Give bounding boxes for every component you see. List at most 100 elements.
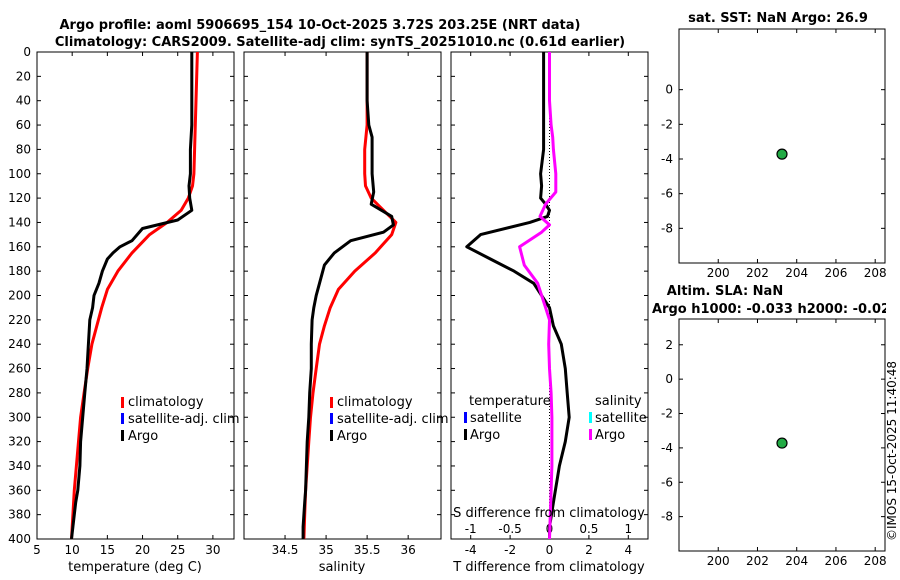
salinity-lines [301, 52, 398, 540]
legend-swatch-argo [330, 430, 333, 441]
figure-title-line2: Climatology: CARS2009. Satellite-adj cli… [55, 35, 625, 50]
x-tick-label: 20 [135, 543, 150, 557]
salinity-axes-box [243, 51, 442, 540]
x-tick-label: 36 [401, 543, 416, 557]
sla-map-axes-box [678, 318, 886, 552]
sst-map-axes: 200 202 204 206 208 0 -2 -4 -6 -8 [661, 29, 887, 280]
depth-tick-label: 60 [16, 118, 31, 132]
x-tick-label: 4 [624, 543, 632, 557]
depth-tick-label: 220 [8, 313, 31, 327]
depth-tick-label: 140 [8, 215, 31, 229]
s-diff-tick-label: -1 [465, 522, 477, 536]
series-line-argo [70, 52, 194, 540]
map-y-tick-label: -2 [661, 117, 673, 131]
legend-argo: Argo [128, 429, 158, 444]
legend-swatch-climatology [330, 397, 333, 408]
x-tick-label: 25 [170, 543, 185, 557]
map-x-tick-label: 202 [746, 554, 769, 568]
x-tick-label: 10 [65, 543, 80, 557]
difference-y-ticks [451, 51, 648, 540]
depth-tick-label: 320 [8, 435, 31, 449]
depth-tick-label: 200 [8, 289, 31, 303]
depth-tick-label: 260 [8, 362, 31, 376]
sla-map-title-line2: Argo h1000: -0.033 h2000: -0.022 [652, 302, 899, 317]
depth-tick-label: 20 [16, 69, 31, 83]
x-tick-label: 34.5 [272, 543, 299, 557]
map-y-tick-label: -2 [661, 407, 673, 421]
s-diff-tick-label: -0.5 [498, 522, 521, 536]
sla-map-axes: 200 202 204 206 208 2 0 -2 -4 -6 -8 [661, 319, 887, 568]
depth-tick-label: 80 [16, 142, 31, 156]
legend-sal-argo: Argo [595, 428, 625, 443]
x-tick-label: 30 [205, 543, 220, 557]
depth-axis: 0 20 40 60 80 100 120 140 160 180 200 220 240 260 280 3… [8, 45, 234, 546]
map-x-tick-label: 208 [864, 554, 887, 568]
figure-title-line1: Argo profile: aoml 5906695_154 10-Oct-20… [60, 18, 581, 33]
temperature-axes-box [36, 51, 235, 540]
temperature-lines [70, 51, 199, 540]
series-line-salinity-argo [518, 52, 558, 540]
sst-map-points [776, 148, 788, 160]
depth-tick-label: 380 [8, 508, 31, 522]
map-x-tick-label: 202 [746, 266, 769, 280]
legend-swatch-climatology [121, 397, 124, 408]
legend-swatch-argo [121, 430, 124, 441]
series-line-climatology [302, 52, 398, 540]
x-tick-label: 5 [33, 543, 41, 557]
map-x-tick-label: 206 [824, 554, 847, 568]
x-tick-label: -2 [504, 543, 516, 557]
map-y-tick-label: -8 [661, 221, 673, 235]
depth-tick-label: 340 [8, 459, 31, 473]
x-tick-label: 0 [546, 543, 554, 557]
depth-tick-label: 180 [8, 264, 31, 278]
legend-climatology: climatology [128, 395, 204, 410]
map-y-tick-label: -4 [661, 441, 673, 455]
sla-map-points [776, 437, 788, 449]
legend-temperature-heading: temperature [469, 394, 551, 409]
map-x-tick-label: 200 [707, 554, 730, 568]
depth-tick-label: 240 [8, 337, 31, 351]
temperature-legend: climatology satellite-adj. clim Argo [121, 395, 240, 444]
depth-tick-label: 0 [23, 45, 31, 59]
x-tick-label: -4 [465, 543, 477, 557]
salinity-xlabel: salinity [319, 560, 366, 575]
legend-swatch-satellite [330, 413, 333, 424]
legend-swatch-sal-satellite [589, 412, 592, 423]
argo-position-marker [776, 437, 788, 449]
salinity-difference-label: S difference from climatology [453, 506, 645, 521]
legend-swatch-temp-satellite [464, 412, 467, 423]
edge-mask [886, 300, 900, 320]
imos-stamp: ©IMOS 15-Oct-2025 11:40:48 [885, 361, 899, 541]
sst-map-panel: sat. SST: NaN Argo: 26.9 200 202 204 206 208… [661, 11, 887, 280]
map-y-tick-label: 0 [665, 83, 673, 97]
sla-map-panel: Altim. SLA: NaN Argo h1000: -0.033 h2000… [652, 284, 899, 568]
salinity-panel: 34.5 35 35.5 36 salinity climatology satell… [243, 51, 449, 575]
temperature-x-axis: 5 10 15 20 25 30 [33, 52, 221, 557]
depth-tick-label: 40 [16, 94, 31, 108]
difference-xlabel: T difference from climatology [452, 560, 645, 575]
series-line-temperature-argo [465, 52, 571, 539]
legend-temp-argo: Argo [470, 428, 500, 443]
map-x-tick-label: 204 [785, 266, 808, 280]
legend-temp-satellite: satellite [470, 411, 522, 426]
legend-argo: Argo [337, 429, 367, 444]
map-y-tick-label: -4 [661, 152, 673, 166]
map-x-tick-label: 208 [864, 266, 887, 280]
depth-tick-label: 360 [8, 483, 31, 497]
legend-climatology: climatology [337, 395, 413, 410]
temperature-xlabel: temperature (deg C) [68, 560, 202, 575]
legend-swatch-sal-argo [589, 429, 592, 440]
map-y-tick-label: -6 [661, 187, 673, 201]
argo-position-marker [776, 148, 788, 160]
depth-tick-label: 100 [8, 167, 31, 181]
series-line-climatology [70, 51, 199, 540]
x-tick-label: 35.5 [354, 543, 381, 557]
x-tick-label: 15 [100, 543, 115, 557]
x-tick-label: 2 [585, 543, 593, 557]
map-y-tick-label: 2 [665, 338, 673, 352]
depth-tick-label: 160 [8, 240, 31, 254]
difference-legend: temperature satellite Argo salinity sate… [464, 394, 647, 443]
legend-sal-satellite: satellite [595, 411, 647, 426]
sst-map-axes-box [678, 28, 886, 264]
